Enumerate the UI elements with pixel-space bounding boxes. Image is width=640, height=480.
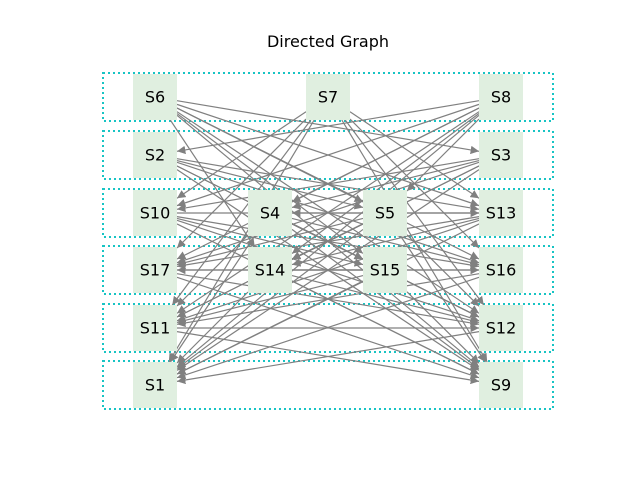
node-box — [479, 305, 523, 351]
edge-s15-to-s11 — [176, 274, 364, 325]
node-box — [133, 132, 177, 178]
node-box — [133, 362, 177, 408]
node-s11: S11 — [133, 305, 177, 351]
group-box-2 — [102, 130, 554, 180]
node-s10: S10 — [133, 190, 177, 236]
node-s5: S5 — [363, 190, 407, 236]
group-box-1 — [102, 72, 554, 122]
node-s17: S17 — [133, 247, 177, 293]
node-s16: S16 — [479, 247, 523, 293]
edge-s8-to-s2 — [176, 100, 480, 155]
node-label: S16 — [486, 261, 517, 280]
node-s6: S6 — [133, 74, 177, 120]
node-box — [133, 190, 177, 236]
node-label: S1 — [145, 376, 165, 395]
node-box — [363, 247, 407, 293]
node-box — [479, 190, 523, 236]
group-box-3 — [102, 188, 554, 238]
node-label: S11 — [140, 319, 171, 338]
node-s4: S4 — [248, 190, 292, 236]
node-s3: S3 — [479, 132, 523, 178]
node-box — [479, 132, 523, 178]
node-label: S4 — [260, 204, 280, 223]
node-box — [363, 190, 407, 236]
node-label: S9 — [491, 376, 511, 395]
node-s9: S9 — [479, 362, 523, 408]
node-s13: S13 — [479, 190, 523, 236]
node-label: S10 — [140, 204, 171, 223]
node-label: S12 — [486, 319, 517, 338]
edge-s8-to-s10 — [176, 103, 480, 207]
edge-s14-to-s12 — [291, 274, 480, 325]
group-boxes — [102, 72, 554, 410]
edge-s5-to-s14 — [291, 223, 364, 260]
edge-s15-to-s12 — [406, 280, 480, 318]
node-s8: S8 — [479, 74, 523, 120]
edge-s2-to-s5 — [176, 159, 364, 210]
edge-s4-to-s16 — [291, 217, 480, 267]
node-s12: S12 — [479, 305, 523, 351]
node-box — [248, 247, 292, 293]
node-label: S5 — [375, 204, 395, 223]
node-label: S8 — [491, 88, 511, 107]
nodes: S1 S2 S3 S4 S5 S6 S7 S8 S9 S10 S11 S12 S13 S14 S15 S16 S… — [133, 74, 523, 408]
group-box-6 — [102, 360, 554, 410]
node-box — [133, 305, 177, 351]
node-s14: S14 — [248, 247, 292, 293]
edge-s8-to-s4 — [291, 107, 480, 203]
edge-s5-to-s17 — [176, 217, 364, 267]
node-box — [133, 247, 177, 293]
node-label: S17 — [140, 261, 171, 280]
node-s15: S15 — [363, 247, 407, 293]
edges — [168, 100, 488, 385]
node-box — [248, 190, 292, 236]
node-box — [479, 362, 523, 408]
node-label: S2 — [145, 146, 165, 165]
edge-s3-to-s10 — [176, 158, 480, 213]
edge-s3-to-s4 — [291, 159, 480, 210]
node-label: S7 — [318, 88, 338, 107]
edge-s12-to-s1 — [176, 331, 480, 385]
node-label: S3 — [491, 146, 511, 165]
edge-s8-to-s5 — [406, 118, 480, 192]
node-label: S13 — [486, 204, 517, 223]
group-box-4 — [102, 245, 554, 295]
node-s7: S7 — [306, 74, 350, 120]
node-box — [133, 74, 177, 120]
node-s2: S2 — [133, 132, 177, 178]
node-s1: S1 — [133, 362, 177, 408]
group-box-5 — [102, 303, 554, 353]
node-box — [479, 74, 523, 120]
diagram-title: Directed Graph — [266, 32, 390, 51]
node-label: S14 — [255, 261, 286, 280]
node-label: S6 — [145, 88, 165, 107]
node-label: S15 — [370, 261, 401, 280]
node-box — [306, 74, 350, 120]
node-box — [479, 247, 523, 293]
